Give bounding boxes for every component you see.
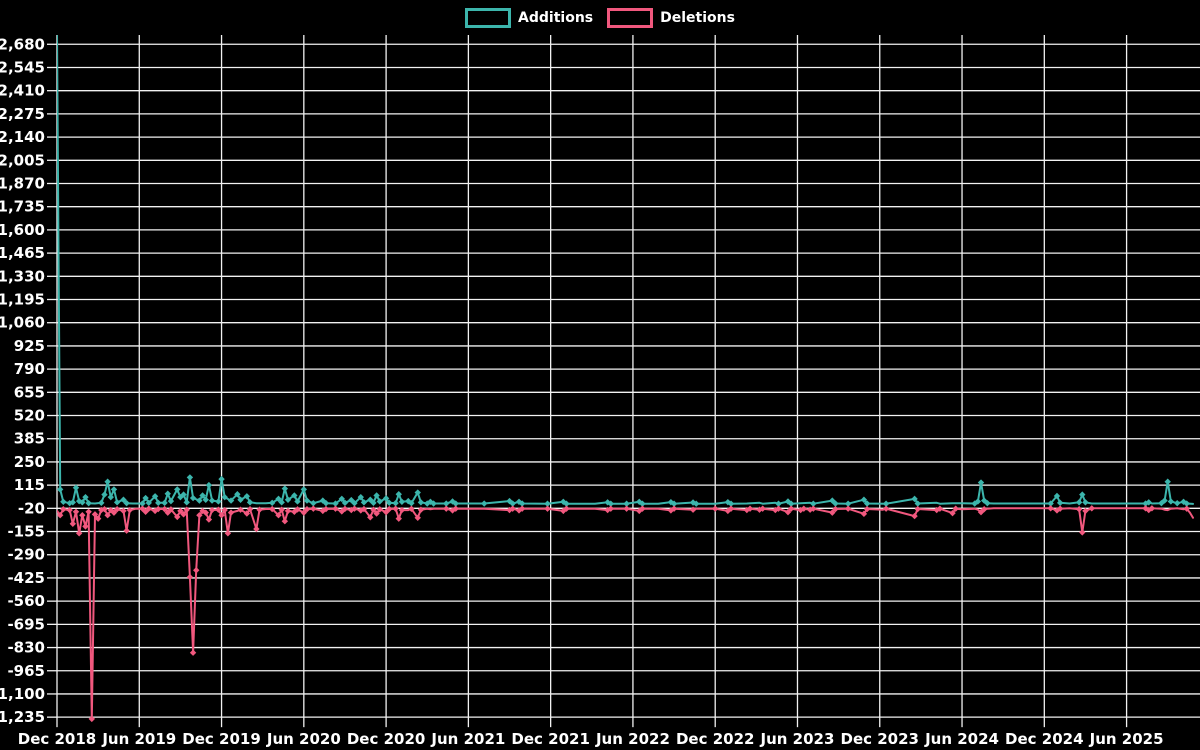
svg-text:-20: -20 bbox=[18, 499, 45, 517]
svg-text:2,140: 2,140 bbox=[0, 128, 45, 146]
svg-text:2,275: 2,275 bbox=[0, 105, 45, 123]
svg-text:-695: -695 bbox=[7, 615, 45, 633]
svg-text:2,410: 2,410 bbox=[0, 82, 45, 100]
deletions-swatch-icon bbox=[607, 8, 654, 28]
svg-text:Dec 2023: Dec 2023 bbox=[841, 730, 920, 748]
additions-swatch-icon bbox=[465, 8, 512, 28]
svg-text:-965: -965 bbox=[7, 662, 45, 680]
svg-text:2,005: 2,005 bbox=[0, 151, 45, 169]
svg-text:-830: -830 bbox=[7, 639, 45, 657]
svg-text:2,545: 2,545 bbox=[0, 58, 45, 76]
svg-text:1,330: 1,330 bbox=[0, 267, 45, 285]
svg-text:Jun 2019: Jun 2019 bbox=[101, 730, 176, 748]
chart-legend: Additions Deletions bbox=[0, 8, 1200, 28]
svg-text:925: 925 bbox=[14, 337, 45, 355]
svg-text:1,195: 1,195 bbox=[0, 291, 45, 309]
svg-text:Jun 2020: Jun 2020 bbox=[266, 730, 341, 748]
svg-text:Jun 2024: Jun 2024 bbox=[924, 730, 999, 748]
svg-text:Dec 2024: Dec 2024 bbox=[1005, 730, 1084, 748]
svg-text:520: 520 bbox=[14, 407, 45, 425]
svg-text:-290: -290 bbox=[7, 546, 45, 564]
svg-text:1,060: 1,060 bbox=[0, 314, 45, 332]
svg-text:1,465: 1,465 bbox=[0, 244, 45, 262]
svg-text:-1,100: -1,100 bbox=[0, 685, 45, 703]
svg-text:1,600: 1,600 bbox=[0, 221, 45, 239]
svg-text:Jun 2021: Jun 2021 bbox=[430, 730, 505, 748]
svg-text:Dec 2020: Dec 2020 bbox=[347, 730, 426, 748]
legend-label-deletions: Deletions bbox=[660, 10, 735, 26]
svg-text:115: 115 bbox=[14, 476, 45, 494]
svg-text:1,870: 1,870 bbox=[0, 174, 45, 192]
svg-text:655: 655 bbox=[14, 383, 45, 401]
legend-item-deletions[interactable]: Deletions bbox=[607, 8, 735, 28]
svg-text:Jun 2023: Jun 2023 bbox=[760, 730, 835, 748]
legend-label-additions: Additions bbox=[518, 10, 594, 26]
svg-text:Dec 2018: Dec 2018 bbox=[18, 730, 97, 748]
svg-text:Dec 2019: Dec 2019 bbox=[182, 730, 261, 748]
legend-item-additions[interactable]: Additions bbox=[465, 8, 593, 28]
svg-text:790: 790 bbox=[14, 360, 45, 378]
svg-text:385: 385 bbox=[14, 430, 45, 448]
svg-text:1,735: 1,735 bbox=[0, 198, 45, 216]
svg-text:-155: -155 bbox=[7, 523, 45, 541]
svg-text:-425: -425 bbox=[7, 569, 45, 587]
svg-text:Dec 2022: Dec 2022 bbox=[676, 730, 755, 748]
svg-text:Jun 2022: Jun 2022 bbox=[595, 730, 670, 748]
svg-text:-1,235: -1,235 bbox=[0, 708, 45, 726]
svg-text:Jun 2025: Jun 2025 bbox=[1089, 730, 1164, 748]
svg-text:250: 250 bbox=[14, 453, 45, 471]
svg-text:Dec 2021: Dec 2021 bbox=[511, 730, 590, 748]
svg-text:2,680: 2,680 bbox=[0, 35, 45, 53]
svg-text:-560: -560 bbox=[7, 592, 45, 610]
